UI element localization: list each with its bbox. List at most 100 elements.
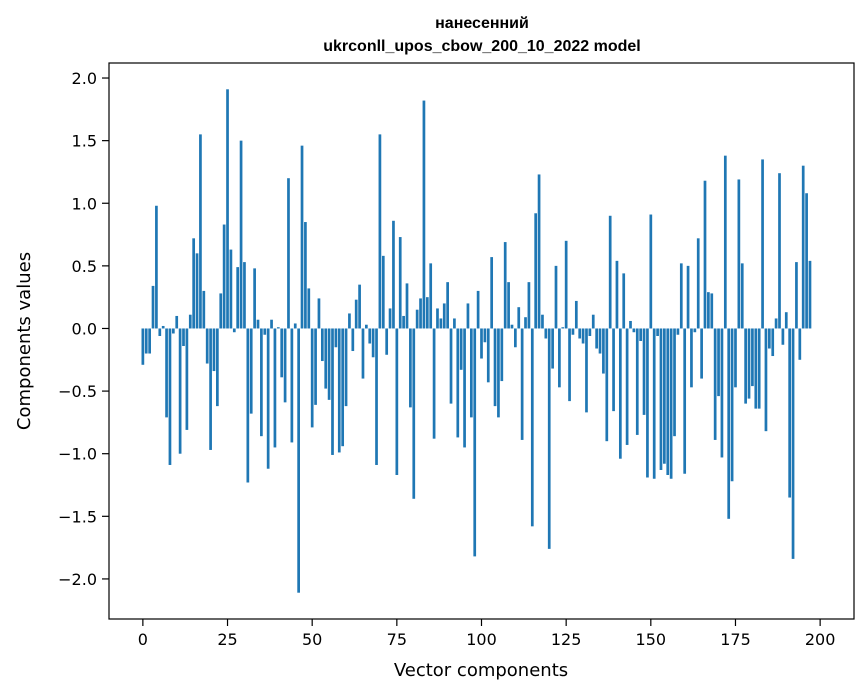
bar-45 [293,323,297,329]
bar-1 [144,328,148,354]
bar-183 [761,159,764,329]
bar-139 [612,328,615,412]
bar-44 [290,328,294,443]
bar-142 [622,273,626,329]
bar-39 [273,328,277,448]
bar-121 [551,328,554,369]
bar-104 [493,328,497,407]
bar-103 [490,257,494,329]
bar-28 [236,267,240,329]
bar-79 [409,328,412,408]
bar-63 [354,299,358,329]
bar-49 [307,288,311,329]
bar-59 [341,328,345,447]
bar-136 [602,328,605,374]
bar-76 [398,237,402,329]
bar-13 [185,328,189,430]
bar-21 [212,328,216,372]
bar-159 [679,263,683,329]
bar-100 [480,328,483,359]
bar-89 [442,303,446,329]
bar-188 [778,173,781,329]
bar-126 [568,328,571,402]
bar-35 [260,328,263,437]
bar-127 [571,328,575,335]
bar-77 [402,315,405,329]
bar-10 [175,315,179,329]
bar-54 [324,328,328,389]
bar-56 [331,328,334,455]
bar-7 [165,328,168,418]
bar-108 [507,282,510,329]
bar-169 [713,328,717,440]
bar-171 [720,328,724,458]
bar-80 [412,328,416,499]
bar-52 [317,298,321,329]
bar-106 [500,328,504,382]
bar-40 [276,327,280,329]
bar-134 [595,328,598,349]
bar-23 [219,293,223,329]
bar-148 [642,328,646,415]
x-tick-label: 100 [466,630,497,649]
bar-9 [171,328,175,334]
bar-50 [310,328,314,428]
bar-137 [605,328,609,442]
bar-16 [195,253,199,329]
bar-75 [395,328,399,475]
bar-191 [788,328,792,498]
bar-60 [344,328,348,407]
bar-111 [517,307,521,329]
chart-title-line-2: ukrconll_upos_cbow_200_10_2022 model [323,38,640,55]
bar-36 [263,328,267,335]
bar-92 [453,318,456,329]
bar-46 [297,328,300,593]
bar-118 [541,314,544,329]
bar-154 [663,328,666,464]
bar-29 [239,140,243,329]
bar-172 [723,155,727,329]
bar-86 [432,328,436,439]
bar-141 [618,328,622,459]
y-tick-label: −1.0 [58,445,97,464]
bar-156 [669,328,673,479]
bar-57 [334,328,338,348]
bar-42 [283,328,287,403]
bars-group [141,89,812,593]
bar-132 [588,328,592,336]
bar-67 [368,328,372,344]
bar-3 [151,285,155,329]
bar-15 [192,238,196,329]
bar-47 [300,145,304,329]
bar-110 [514,328,517,348]
bar-145 [632,328,636,333]
bar-160 [683,328,687,474]
bar-138 [608,215,612,329]
bar-115 [530,328,534,527]
bar-151 [652,328,656,479]
bar-95 [463,328,466,448]
x-tick-label: 75 [387,630,407,649]
bar-185 [767,328,771,349]
x-tick-label: 200 [805,630,836,649]
bar-82 [419,298,422,329]
bar-117 [537,174,541,329]
bar-125 [564,240,568,329]
bar-187 [774,318,778,329]
bar-140 [615,260,619,329]
bar-122 [554,265,558,329]
bar-146 [635,328,639,435]
y-tick-label: −0.5 [58,382,97,401]
bar-164 [696,238,700,329]
bar-147 [639,328,643,341]
bar-178 [744,328,747,404]
bar-168 [710,293,714,329]
bar-158 [676,328,680,335]
y-axis-ticks: −2.0 −1.5 −1.0 −0.5 0.0 0.5 1.0 1.5 2.0 [58,69,109,589]
bar-112 [520,328,524,440]
y-tick-label: 1.0 [72,194,97,213]
bar-107 [503,242,507,329]
bar-93 [456,328,460,438]
bar-105 [497,328,500,418]
